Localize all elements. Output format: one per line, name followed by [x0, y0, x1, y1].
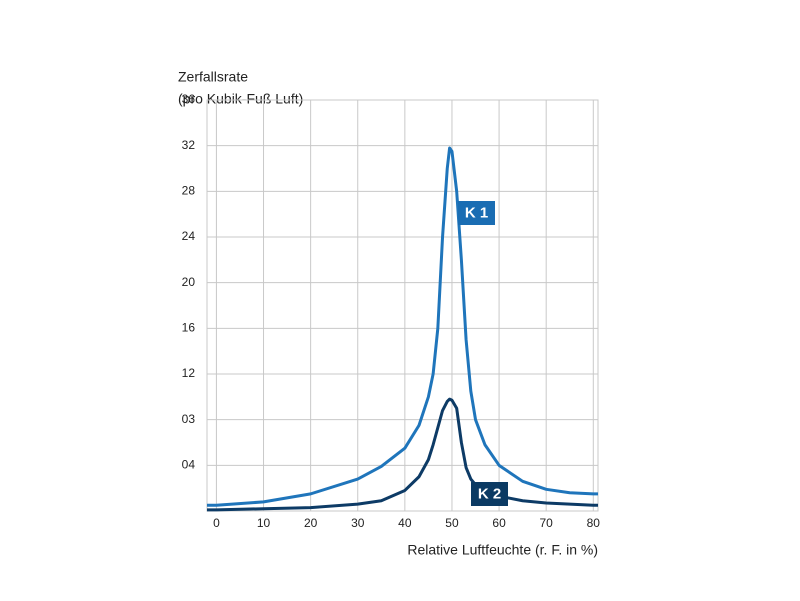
- y-tick-label: 03: [182, 412, 196, 426]
- x-tick-label: 50: [445, 516, 459, 530]
- x-tick-label: 30: [351, 516, 365, 530]
- series-label-box: [471, 482, 508, 506]
- y-tick-label: 20: [182, 275, 196, 289]
- x-tick-label: 10: [257, 516, 271, 530]
- line-series: [207, 397, 598, 512]
- y-tick-label: 32: [182, 138, 196, 152]
- y-axis-title: Zerfallsrate: [178, 69, 248, 85]
- series-label-box: [458, 201, 495, 225]
- y-tick-label: 36: [182, 92, 196, 106]
- x-tick-label: 60: [492, 516, 506, 530]
- x-tick-label: 70: [540, 516, 554, 530]
- line-series: [207, 146, 598, 507]
- y-tick-label: 12: [182, 366, 196, 380]
- x-tick-label: 80: [587, 516, 601, 530]
- x-tick-label: 40: [398, 516, 412, 530]
- legend-label: K 2: [478, 485, 501, 502]
- y-tick-label: 16: [182, 321, 196, 335]
- y-tick-label: 24: [182, 229, 196, 243]
- legend-label: K 1: [465, 204, 488, 221]
- y-axis-title: (pro Kubik-Fuß Luft): [178, 91, 303, 107]
- x-tick-label: 0: [213, 516, 220, 530]
- y-tick-label: 28: [182, 184, 196, 198]
- y-tick-label: 04: [182, 458, 196, 472]
- x-tick-label: 20: [304, 516, 318, 530]
- x-axis-title: Relative Luftfeuchte (r. F. in %): [407, 542, 598, 558]
